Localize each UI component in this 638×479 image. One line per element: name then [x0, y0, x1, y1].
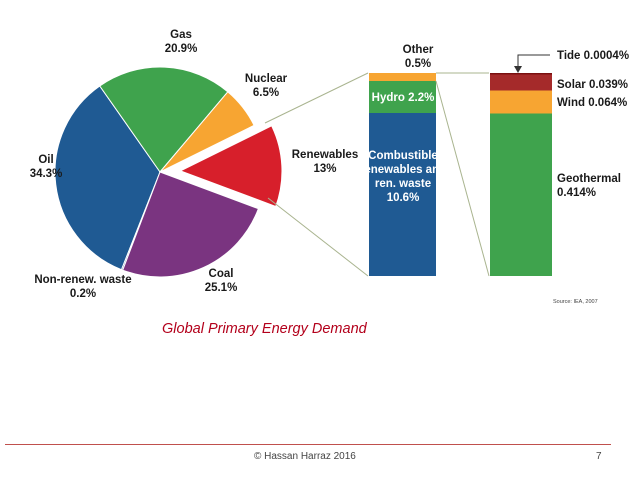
label-nuclear: Nuclear: [245, 73, 288, 85]
tide-pointer-arrow: [514, 66, 522, 73]
bar-segment-geothermal: [490, 113, 552, 276]
bar-segment-solar: [490, 74, 552, 91]
bar-segment-hydro: [369, 81, 436, 113]
pie-slice-renewables: [174, 122, 285, 210]
label-combustible-line3: ren. waste: [375, 178, 431, 190]
label-combustible-line2: renewables and: [360, 164, 446, 176]
label-waste: Non-renew. waste: [34, 274, 131, 286]
label-tide: Tide 0.0004%: [557, 50, 629, 62]
pie-slice-coal: [122, 171, 260, 278]
label-nuclear-value: 6.5%: [253, 87, 279, 99]
pie-slice-oil: [54, 85, 161, 271]
bar-other: [490, 73, 552, 276]
pie-slice-gas: [99, 66, 229, 173]
label-gas: Gas: [170, 29, 192, 41]
footer-divider: [5, 444, 611, 445]
footer-copyright: © Hassan Harraz 2016: [254, 451, 356, 462]
label-combustible-value: 10.6%: [387, 192, 420, 204]
label-renewables: Renewables: [292, 149, 358, 161]
bar-renewables: [369, 73, 436, 276]
label-coal-value: 25.1%: [205, 282, 238, 294]
label-solar: Solar 0.039%: [557, 79, 628, 91]
bar-segment-wind: [490, 90, 552, 114]
chart-caption: Global Primary Energy Demand: [162, 321, 367, 337]
label-wind: Wind 0.064%: [557, 97, 627, 109]
label-other-value: 0.5%: [405, 58, 431, 70]
connector-line-top: [264, 72, 369, 124]
label-geothermal: Geothermal: [557, 173, 621, 185]
page-number: 7: [596, 451, 602, 462]
pie-chart: [54, 66, 285, 278]
label-combustible-line1: Combustible: [368, 150, 438, 162]
connector-line-2-bottom: [435, 80, 490, 277]
label-waste-value: 0.2%: [70, 288, 96, 300]
bar-segment-combustible: [369, 113, 436, 276]
label-geothermal-value: 0.414%: [557, 187, 596, 199]
pie-slice-nuclear: [159, 91, 255, 173]
label-oil: Oil: [38, 154, 53, 166]
bar-segment-tide: [490, 73, 552, 75]
label-renewables-value: 13%: [313, 163, 336, 175]
source-note: Source: IEA, 2007: [553, 299, 598, 305]
label-other: Other: [403, 44, 434, 56]
label-hydro: Hydro 2.2%: [372, 92, 435, 104]
label-oil-value: 34.3%: [30, 168, 63, 180]
label-coal: Coal: [209, 268, 234, 280]
tide-pointer: [517, 54, 550, 68]
bar-segment-other: [369, 73, 436, 81]
connector-line-bottom: [267, 197, 369, 277]
label-gas-value: 20.9%: [165, 43, 198, 55]
